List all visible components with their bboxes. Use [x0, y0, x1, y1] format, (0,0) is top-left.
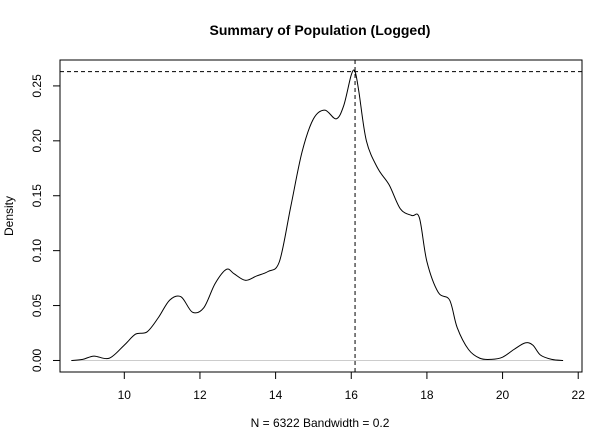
y-tick-label: 0.00 — [30, 348, 44, 372]
plot-frame — [59, 59, 583, 373]
x-tick-label: 22 — [572, 388, 586, 402]
y-axis-label: Density — [2, 196, 16, 236]
x-axis-label: N = 6322 Bandwidth = 0.2 — [251, 416, 390, 430]
x-tick-label: 18 — [420, 388, 434, 402]
x-tick-label: 10 — [118, 388, 132, 402]
x-axis: 10 12 14 16 18 20 22 — [118, 371, 586, 402]
y-tick-label: 0.10 — [30, 239, 44, 263]
y-tick-label: 0.15 — [30, 184, 44, 208]
x-tick-label: 16 — [345, 388, 359, 402]
y-axis: 0.00 0.05 0.10 0.15 0.20 0.25 — [30, 74, 61, 372]
x-tick-label: 20 — [496, 388, 510, 402]
density-curve — [71, 69, 564, 361]
reference-lines — [60, 60, 582, 372]
chart-title: Summary of Population (Logged) — [210, 22, 431, 38]
y-tick-label: 0.25 — [30, 74, 44, 98]
density-curve-layer — [71, 69, 564, 361]
x-tick-label: 14 — [269, 388, 283, 402]
y-tick-label: 0.05 — [30, 294, 44, 318]
x-tick-label: 12 — [193, 388, 207, 402]
y-tick-label: 0.20 — [30, 129, 44, 153]
